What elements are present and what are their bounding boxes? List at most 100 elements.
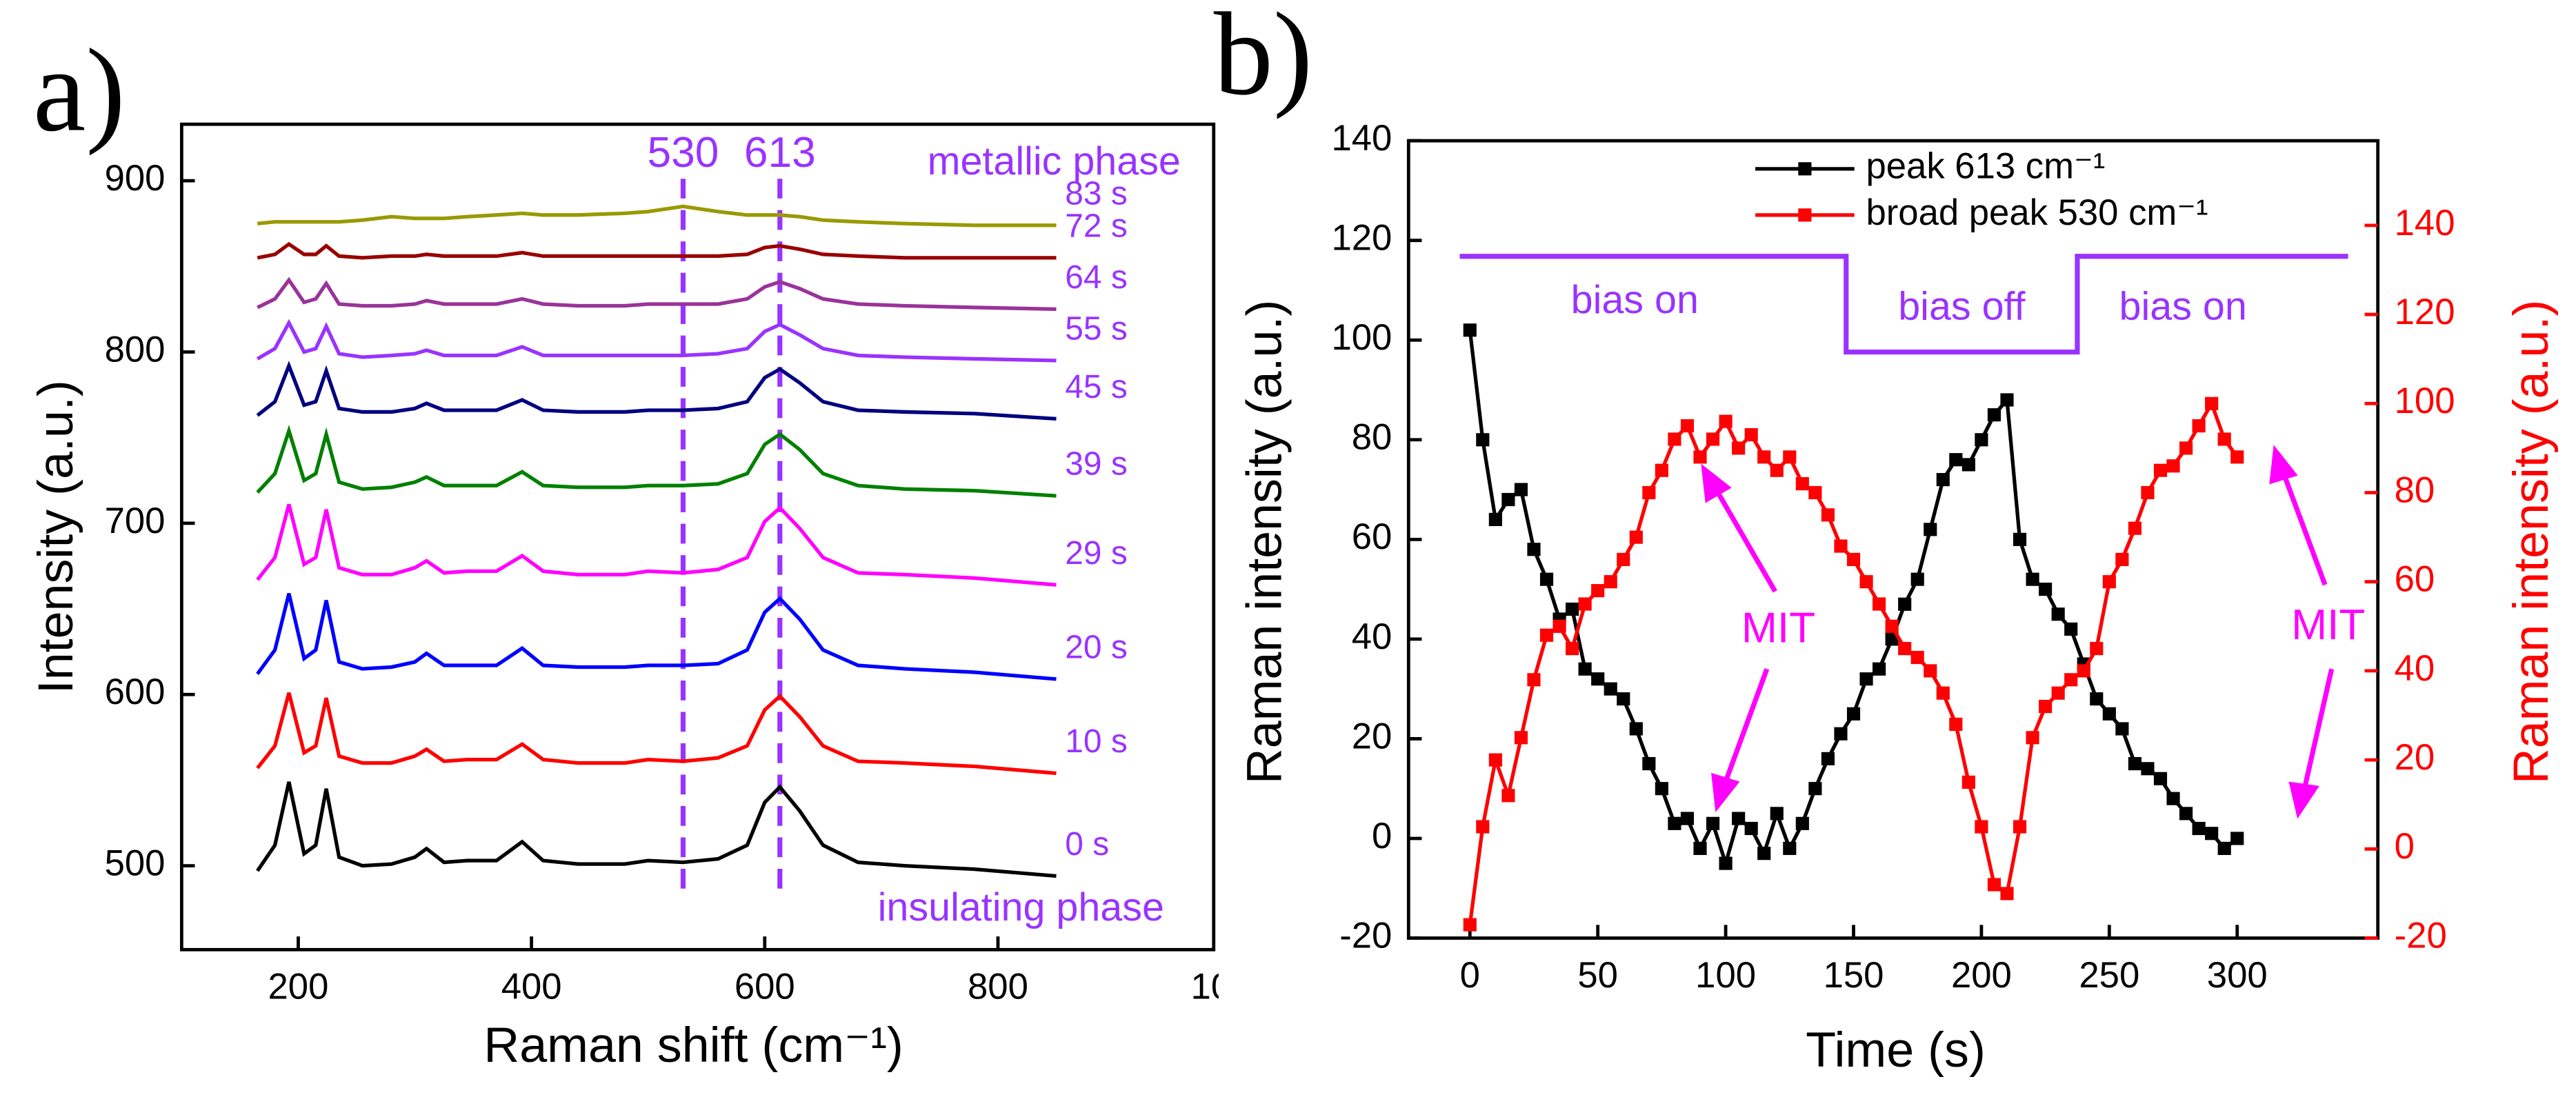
marker <box>2153 463 2168 477</box>
marker <box>2179 807 2193 821</box>
x-axis-title: Raman shift (cm⁻¹) <box>483 1018 903 1073</box>
y2-tick-label: 20 <box>2395 737 2435 778</box>
series-line <box>256 593 1057 681</box>
marker <box>1770 463 1784 477</box>
marker <box>1629 530 1643 544</box>
marker <box>1642 756 1656 771</box>
series-label: 10 s <box>1065 723 1128 760</box>
marker <box>2090 692 2104 706</box>
marker <box>1936 686 1950 700</box>
marker <box>1936 473 1950 487</box>
marker <box>2217 841 2231 856</box>
marker <box>1961 775 1975 789</box>
x-tick-label: 0 <box>1460 955 1480 996</box>
marker <box>1885 632 1899 646</box>
marker <box>1501 789 1515 803</box>
marker <box>1949 717 1963 732</box>
marker <box>2141 762 2155 776</box>
x-tick-label: 200 <box>268 967 329 1007</box>
marker <box>1604 682 1617 696</box>
marker <box>1987 878 2001 892</box>
marker <box>1514 731 1528 745</box>
marker <box>2153 772 2168 785</box>
marker <box>1578 597 1592 611</box>
marker <box>1539 572 1554 586</box>
series-label: 45 s <box>1065 369 1128 405</box>
marker <box>1488 753 1502 767</box>
x-tick-label: 200 <box>1951 955 2012 996</box>
y-tick-label: 140 <box>1331 118 1392 159</box>
y2-tick-label: -20 <box>2395 915 2447 956</box>
series-line <box>257 276 1057 312</box>
y-tick-label: 80 <box>1352 417 1392 458</box>
marker <box>1527 543 1541 556</box>
marker <box>1732 812 1746 825</box>
marker <box>1795 816 1809 830</box>
marker <box>1655 782 1668 796</box>
y2-tick-label: 40 <box>2395 648 2435 689</box>
marker <box>2026 731 2039 745</box>
marker <box>2115 722 2129 736</box>
marker <box>1859 575 1873 589</box>
marker <box>2166 792 2180 805</box>
marker <box>2128 756 2141 771</box>
x-tick-label: 400 <box>501 967 562 1007</box>
series-label: 55 s <box>1065 310 1128 347</box>
marker <box>2192 821 2206 836</box>
marker <box>2090 642 2104 656</box>
marker <box>1706 816 1720 830</box>
y-tick-label: 800 <box>105 329 166 370</box>
marker <box>1924 523 1937 536</box>
marker <box>1488 512 1502 526</box>
x-tick-label: 300 <box>2207 955 2268 996</box>
marker <box>2166 459 2180 473</box>
marker <box>1629 722 1643 736</box>
marker <box>1552 619 1566 633</box>
marker <box>1898 642 1912 656</box>
annotation: bias off <box>1898 285 2026 329</box>
marker <box>2026 572 2039 586</box>
y-tick-label: 0 <box>1372 816 1392 856</box>
marker <box>2064 622 2078 636</box>
marker <box>1566 642 1579 656</box>
annotation: bias on <box>2119 285 2247 329</box>
marker <box>1846 552 1861 566</box>
marker <box>2051 607 2065 621</box>
marker <box>2230 450 2244 464</box>
marker <box>1744 427 1758 442</box>
marker <box>1808 485 1822 500</box>
x-tick-label: 50 <box>1577 955 1618 996</box>
series-label: 20 s <box>1065 629 1128 665</box>
y-tick-label: 20 <box>1352 716 1392 756</box>
marker <box>2013 820 2027 834</box>
marker <box>1885 619 1899 633</box>
x-axis-title: Time (s) <box>1806 1023 1986 1078</box>
y-tick-label: -20 <box>1339 915 1392 956</box>
marker <box>1527 673 1541 687</box>
marker <box>2192 419 2206 433</box>
panel-label: a) <box>33 25 126 157</box>
marker <box>2039 700 2053 714</box>
y-tick-label: 600 <box>105 672 166 712</box>
bias-line <box>1459 254 2348 355</box>
y-tick-label: 60 <box>1352 516 1392 557</box>
y-tick-label: 500 <box>105 843 166 884</box>
x-tick-label: 150 <box>1824 955 1884 996</box>
marker <box>1719 856 1733 870</box>
marker <box>2013 532 2027 546</box>
marker <box>1757 847 1771 861</box>
reference-label: 530 <box>647 129 719 177</box>
series-line <box>256 503 1057 587</box>
marker <box>1476 820 1490 834</box>
x-tick-label: 800 <box>968 967 1028 1007</box>
marker <box>1873 597 1886 611</box>
marker <box>1924 664 1937 678</box>
marker <box>1591 672 1605 686</box>
marker <box>1859 672 1873 686</box>
series-label: 39 s <box>1065 446 1128 483</box>
marker <box>2230 832 2244 845</box>
marker <box>1566 602 1579 616</box>
marker <box>1693 450 1707 464</box>
x-tick-label: 250 <box>2079 955 2139 996</box>
marker <box>1732 441 1746 455</box>
